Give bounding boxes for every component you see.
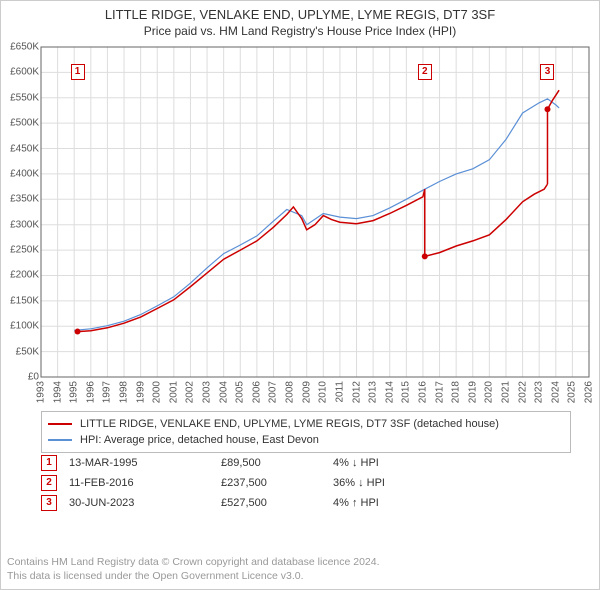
x-tick-label: 2002: [185, 381, 196, 403]
y-tick-label: £400K: [1, 168, 39, 179]
y-tick-label: £200K: [1, 270, 39, 281]
x-tick-label: 2023: [534, 381, 545, 403]
x-tick-label: 2007: [268, 381, 279, 403]
x-tick-label: 1996: [85, 381, 96, 403]
row-date: 30-JUN-2023: [69, 497, 209, 509]
y-tick-label: £650K: [1, 42, 39, 53]
chart-marker: 2: [418, 64, 432, 80]
row-delta: 4% ↓ HPI: [333, 457, 463, 469]
row-price: £89,500: [221, 457, 321, 469]
x-tick-label: 1995: [69, 381, 80, 403]
legend-label: HPI: Average price, detached house, East…: [80, 434, 319, 446]
x-tick-label: 2006: [251, 381, 262, 403]
table-row: 3 30-JUN-2023 £527,500 4% ↑ HPI: [41, 493, 571, 513]
chart-title: LITTLE RIDGE, VENLAKE END, UPLYME, LYME …: [1, 7, 599, 22]
x-tick-label: 2024: [550, 381, 561, 403]
attribution-footer: Contains HM Land Registry data © Crown c…: [7, 555, 577, 583]
x-tick-label: 2025: [567, 381, 578, 403]
x-tick-label: 2013: [368, 381, 379, 403]
row-marker: 2: [41, 475, 57, 491]
footer-line: Contains HM Land Registry data © Crown c…: [7, 555, 577, 569]
row-price: £237,500: [221, 477, 321, 489]
x-tick-label: 2016: [417, 381, 428, 403]
x-tick-label: 2011: [334, 381, 345, 403]
y-tick-label: £600K: [1, 67, 39, 78]
row-marker: 3: [41, 495, 57, 511]
x-tick-label: 2012: [351, 381, 362, 403]
x-tick-label: 2022: [517, 381, 528, 403]
y-tick-label: £550K: [1, 92, 39, 103]
table-row: 2 11-FEB-2016 £237,500 36% ↓ HPI: [41, 473, 571, 493]
x-tick-label: 1997: [102, 381, 113, 403]
x-tick-label: 2001: [168, 381, 179, 403]
x-tick-label: 2026: [584, 381, 595, 403]
y-tick-label: £0: [1, 372, 39, 383]
x-tick-label: 2008: [285, 381, 296, 403]
x-tick-label: 2018: [451, 381, 462, 403]
footer-line: This data is licensed under the Open Gov…: [7, 569, 577, 583]
chart-subtitle: Price paid vs. HM Land Registry's House …: [1, 24, 599, 38]
x-tick-label: 2003: [202, 381, 213, 403]
y-tick-label: £450K: [1, 143, 39, 154]
row-date: 13-MAR-1995: [69, 457, 209, 469]
y-tick-label: £300K: [1, 219, 39, 230]
legend-item-hpi: HPI: Average price, detached house, East…: [48, 432, 564, 448]
legend-label: LITTLE RIDGE, VENLAKE END, UPLYME, LYME …: [80, 418, 499, 430]
y-tick-label: £150K: [1, 295, 39, 306]
legend-item-paid: LITTLE RIDGE, VENLAKE END, UPLYME, LYME …: [48, 416, 564, 432]
x-tick-label: 1998: [119, 381, 130, 403]
transactions-table: 1 13-MAR-1995 £89,500 4% ↓ HPI 2 11-FEB-…: [41, 453, 571, 513]
x-tick-label: 2004: [218, 381, 229, 403]
chart-marker: 1: [71, 64, 85, 80]
table-row: 1 13-MAR-1995 £89,500 4% ↓ HPI: [41, 453, 571, 473]
x-tick-label: 1993: [36, 381, 47, 403]
x-tick-label: 2014: [384, 381, 395, 403]
x-tick-label: 2017: [434, 381, 445, 403]
x-tick-label: 2015: [401, 381, 412, 403]
row-date: 11-FEB-2016: [69, 477, 209, 489]
y-tick-label: £100K: [1, 321, 39, 332]
row-marker: 1: [41, 455, 57, 471]
row-delta: 4% ↑ HPI: [333, 497, 463, 509]
x-tick-label: 1999: [135, 381, 146, 403]
y-tick-label: £500K: [1, 118, 39, 129]
x-tick-label: 2005: [235, 381, 246, 403]
chart-container: LITTLE RIDGE, VENLAKE END, UPLYME, LYME …: [0, 0, 600, 590]
chart-marker: 3: [540, 64, 554, 80]
x-tick-label: 2020: [484, 381, 495, 403]
row-price: £527,500: [221, 497, 321, 509]
legend: LITTLE RIDGE, VENLAKE END, UPLYME, LYME …: [41, 411, 571, 453]
x-tick-label: 2009: [301, 381, 312, 403]
legend-swatch: [48, 439, 72, 441]
x-tick-label: 1994: [52, 381, 63, 403]
y-tick-label: £250K: [1, 245, 39, 256]
row-delta: 36% ↓ HPI: [333, 477, 463, 489]
y-tick-label: £350K: [1, 194, 39, 205]
x-tick-label: 2021: [500, 381, 511, 403]
plot-area: [41, 47, 589, 377]
y-tick-label: £50K: [1, 346, 39, 357]
x-tick-label: 2019: [467, 381, 478, 403]
legend-swatch: [48, 423, 72, 425]
x-tick-label: 2000: [152, 381, 163, 403]
x-tick-label: 2010: [318, 381, 329, 403]
